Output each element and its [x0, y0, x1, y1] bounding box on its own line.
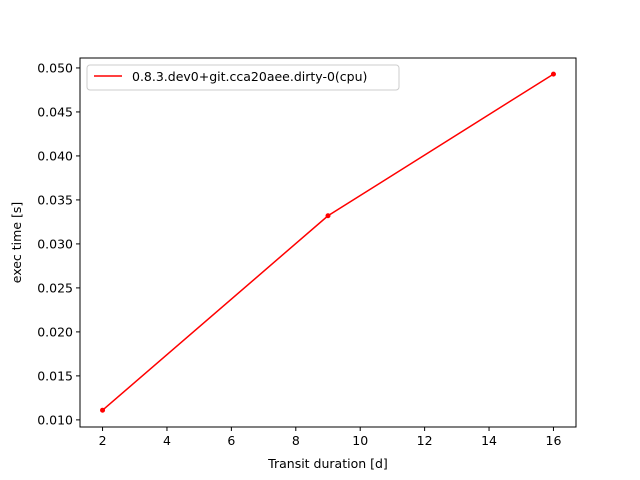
y-tick-label: 0.030 [37, 236, 73, 251]
y-tick-label: 0.020 [37, 324, 73, 339]
x-tick-label: 8 [292, 433, 300, 448]
y-tick-label: 0.040 [37, 148, 73, 163]
data-point [325, 213, 331, 219]
x-tick-label: 2 [99, 433, 107, 448]
y-tick-label: 0.015 [37, 368, 73, 383]
y-tick-label: 0.010 [37, 412, 73, 427]
x-tick-label: 6 [227, 433, 235, 448]
plot-frame [79, 57, 577, 428]
data-point [550, 71, 556, 77]
y-tick-label: 0.045 [37, 104, 73, 119]
legend-entry: 0.8.3.dev0+git.cca20aee.dirty-0(cpu) [132, 69, 367, 84]
legend-box [86, 64, 400, 91]
x-tick-label: 14 [481, 433, 497, 448]
legend: 0.8.3.dev0+git.cca20aee.dirty-0(cpu) [86, 64, 400, 91]
y-tick-label: 0.050 [37, 60, 73, 75]
x-tick-label: 12 [417, 433, 433, 448]
y-tick-label: 0.025 [37, 280, 73, 295]
y-axis-label: exec time [s] [9, 202, 24, 284]
x-axis-label: Transit duration [d] [267, 456, 388, 471]
x-tick-label: 16 [546, 433, 562, 448]
x-tick-label: 10 [352, 433, 368, 448]
x-axis: 2 4 6 8 10 12 14 16 [99, 427, 562, 448]
series-layer [100, 71, 556, 413]
y-tick-label: 0.035 [37, 192, 73, 207]
data-point [100, 407, 106, 413]
x-tick-label: 4 [163, 433, 171, 448]
y-axis: 0.010 0.015 0.020 0.025 0.030 0.035 0.040 0.045… [37, 60, 80, 427]
